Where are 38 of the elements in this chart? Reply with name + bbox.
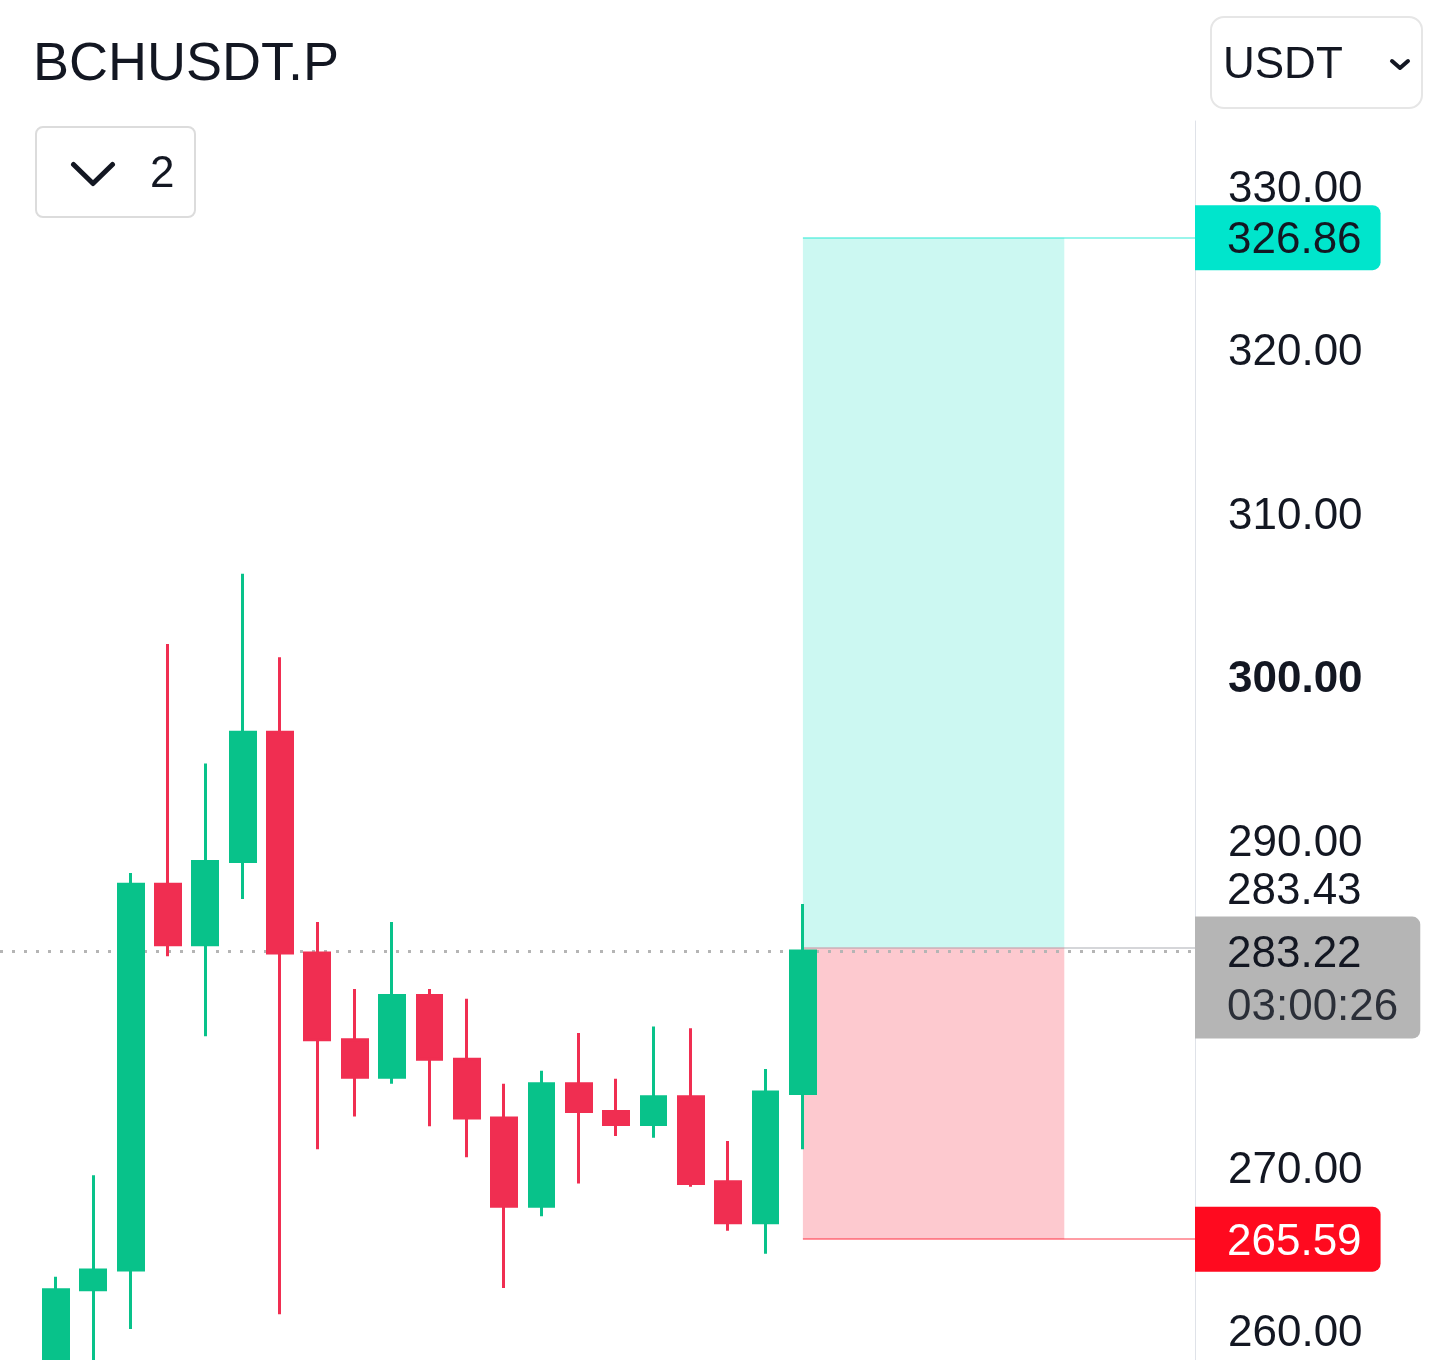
y-tick-label: 300.00 [1228, 652, 1363, 702]
ref-line-label: 283.43 [1227, 863, 1362, 913]
y-tick-label: 330.00 [1228, 161, 1363, 211]
candlestick [714, 1140, 742, 1231]
candlestick [117, 872, 145, 1329]
text: 03:00:26 [1227, 979, 1399, 1029]
candlestick [154, 644, 182, 957]
dropdown: USDT [1210, 16, 1423, 109]
candlestick [565, 1033, 593, 1184]
ref-line-label: 283.22 [1227, 926, 1362, 976]
chart-title: BCHUSDT.P [33, 31, 340, 91]
toggle-button: 2 [35, 126, 196, 218]
candlestick [416, 988, 443, 1127]
candlestick [229, 573, 257, 900]
candlestick [752, 1069, 779, 1254]
y-tick-label: 320.00 [1228, 325, 1363, 375]
candlestick [191, 763, 219, 1037]
y-axis-title: USDT [1223, 37, 1343, 89]
ref-line-label: 326.86 [1227, 213, 1362, 263]
candlestick [341, 988, 369, 1117]
candlestick [677, 1028, 705, 1187]
y-tick-label: 290.00 [1228, 815, 1363, 865]
candlestick [490, 1083, 518, 1289]
candlestick [789, 903, 817, 1150]
annotation: 2 [150, 146, 175, 198]
candlestick [303, 921, 331, 1150]
candlestick [453, 998, 481, 1158]
y-tick-label: 310.00 [1228, 488, 1363, 538]
candlestick [266, 657, 294, 1315]
ref-line-label: 265.59 [1227, 1214, 1362, 1264]
y-tick-label: 260.00 [1228, 1306, 1363, 1356]
candlestick [79, 1175, 107, 1360]
candlestick [378, 921, 406, 1084]
candlestick [528, 1070, 555, 1217]
candlestick [640, 1026, 667, 1138]
candlestick [602, 1078, 630, 1137]
candlestick [42, 1276, 70, 1360]
y-tick-label: 270.00 [1228, 1142, 1363, 1192]
